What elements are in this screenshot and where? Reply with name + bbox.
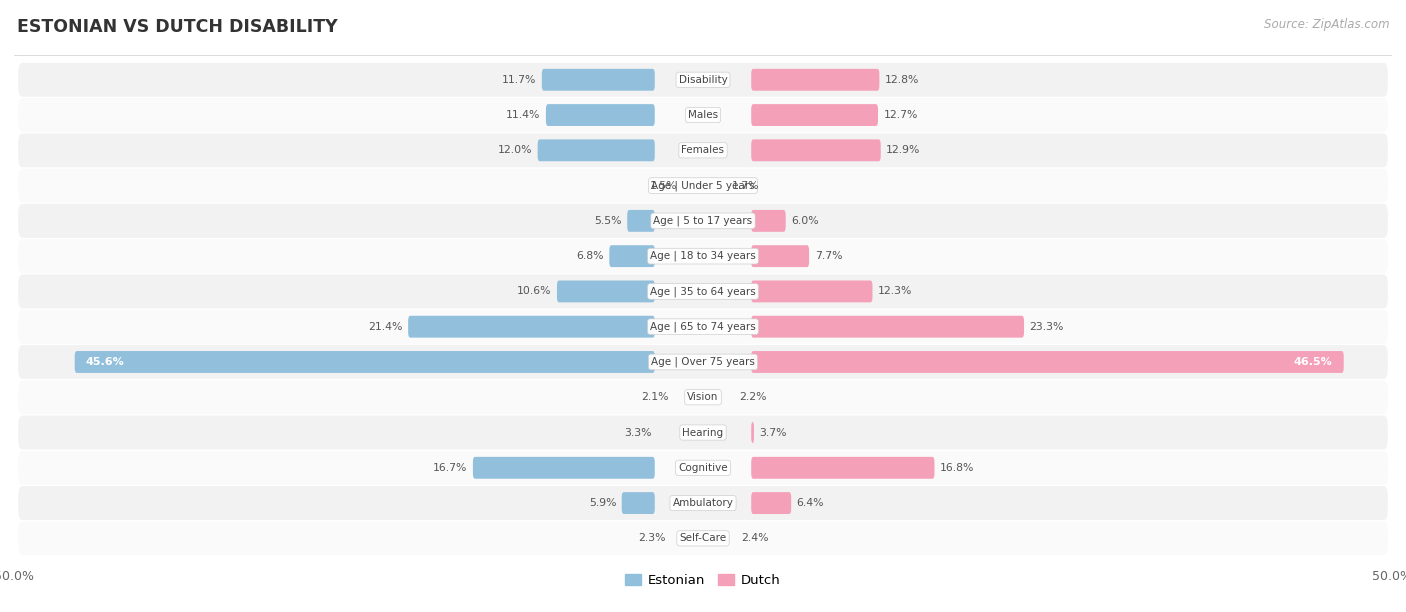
FancyBboxPatch shape <box>751 422 754 444</box>
Text: 45.6%: 45.6% <box>86 357 125 367</box>
FancyBboxPatch shape <box>18 310 1388 343</box>
Text: Source: ZipAtlas.com: Source: ZipAtlas.com <box>1264 18 1389 31</box>
FancyBboxPatch shape <box>18 275 1388 308</box>
FancyBboxPatch shape <box>609 245 655 267</box>
Text: 16.8%: 16.8% <box>941 463 974 473</box>
FancyBboxPatch shape <box>18 416 1388 449</box>
FancyBboxPatch shape <box>18 98 1388 132</box>
FancyBboxPatch shape <box>18 63 1388 97</box>
FancyBboxPatch shape <box>472 457 655 479</box>
FancyBboxPatch shape <box>621 492 655 514</box>
FancyBboxPatch shape <box>541 69 655 91</box>
FancyBboxPatch shape <box>751 280 873 302</box>
FancyBboxPatch shape <box>18 204 1388 238</box>
Text: Disability: Disability <box>679 75 727 85</box>
Text: 2.4%: 2.4% <box>741 533 769 543</box>
Text: 21.4%: 21.4% <box>368 322 402 332</box>
FancyBboxPatch shape <box>751 69 879 91</box>
FancyBboxPatch shape <box>18 380 1388 414</box>
FancyBboxPatch shape <box>751 492 792 514</box>
Text: Age | 35 to 64 years: Age | 35 to 64 years <box>650 286 756 297</box>
Text: 12.0%: 12.0% <box>498 145 531 155</box>
Text: 2.1%: 2.1% <box>641 392 669 402</box>
Text: 7.7%: 7.7% <box>814 251 842 261</box>
Text: 11.4%: 11.4% <box>506 110 540 120</box>
FancyBboxPatch shape <box>751 316 1024 338</box>
Text: ESTONIAN VS DUTCH DISABILITY: ESTONIAN VS DUTCH DISABILITY <box>17 18 337 36</box>
FancyBboxPatch shape <box>557 280 655 302</box>
Text: 12.7%: 12.7% <box>883 110 918 120</box>
Text: Age | Under 5 years: Age | Under 5 years <box>651 181 755 191</box>
Text: Ambulatory: Ambulatory <box>672 498 734 508</box>
Text: 1.5%: 1.5% <box>650 181 676 190</box>
Text: Hearing: Hearing <box>682 428 724 438</box>
FancyBboxPatch shape <box>751 351 1344 373</box>
Text: 10.6%: 10.6% <box>517 286 551 296</box>
Text: Age | 18 to 34 years: Age | 18 to 34 years <box>650 251 756 261</box>
FancyBboxPatch shape <box>627 210 655 232</box>
Text: Males: Males <box>688 110 718 120</box>
FancyBboxPatch shape <box>18 239 1388 273</box>
Text: 5.9%: 5.9% <box>589 498 616 508</box>
FancyBboxPatch shape <box>751 457 935 479</box>
FancyBboxPatch shape <box>75 351 655 373</box>
Text: Cognitive: Cognitive <box>678 463 728 473</box>
Text: 6.0%: 6.0% <box>792 216 818 226</box>
Text: Age | 5 to 17 years: Age | 5 to 17 years <box>654 215 752 226</box>
Text: 23.3%: 23.3% <box>1029 322 1064 332</box>
Text: 16.7%: 16.7% <box>433 463 467 473</box>
Text: 6.8%: 6.8% <box>576 251 603 261</box>
Text: Age | Over 75 years: Age | Over 75 years <box>651 357 755 367</box>
Text: 2.2%: 2.2% <box>738 392 766 402</box>
Text: 1.7%: 1.7% <box>733 181 759 190</box>
Text: Females: Females <box>682 145 724 155</box>
FancyBboxPatch shape <box>751 245 808 267</box>
FancyBboxPatch shape <box>18 521 1388 555</box>
FancyBboxPatch shape <box>18 451 1388 485</box>
Text: Age | 65 to 74 years: Age | 65 to 74 years <box>650 321 756 332</box>
Text: 6.4%: 6.4% <box>797 498 824 508</box>
Text: 2.3%: 2.3% <box>638 533 666 543</box>
FancyBboxPatch shape <box>18 169 1388 203</box>
FancyBboxPatch shape <box>18 345 1388 379</box>
Text: 12.8%: 12.8% <box>884 75 920 85</box>
Text: 11.7%: 11.7% <box>502 75 536 85</box>
Text: 5.5%: 5.5% <box>595 216 621 226</box>
Text: Vision: Vision <box>688 392 718 402</box>
FancyBboxPatch shape <box>18 486 1388 520</box>
Text: Self-Care: Self-Care <box>679 533 727 543</box>
Text: 3.7%: 3.7% <box>759 428 787 438</box>
Text: 12.3%: 12.3% <box>877 286 912 296</box>
Text: 46.5%: 46.5% <box>1294 357 1333 367</box>
Legend: Estonian, Dutch: Estonian, Dutch <box>620 569 786 592</box>
Text: 12.9%: 12.9% <box>886 145 921 155</box>
FancyBboxPatch shape <box>18 133 1388 167</box>
FancyBboxPatch shape <box>751 210 786 232</box>
FancyBboxPatch shape <box>751 104 877 126</box>
FancyBboxPatch shape <box>751 140 880 161</box>
FancyBboxPatch shape <box>546 104 655 126</box>
FancyBboxPatch shape <box>408 316 655 338</box>
FancyBboxPatch shape <box>537 140 655 161</box>
Text: 3.3%: 3.3% <box>624 428 652 438</box>
